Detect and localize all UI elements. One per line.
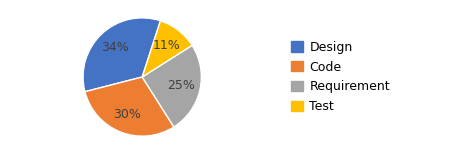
Text: 34%: 34% bbox=[101, 41, 128, 54]
Legend: Design, Code, Requirement, Test: Design, Code, Requirement, Test bbox=[291, 41, 390, 113]
Text: 11%: 11% bbox=[153, 39, 181, 52]
Wedge shape bbox=[85, 77, 174, 136]
Text: 25%: 25% bbox=[167, 79, 195, 92]
Wedge shape bbox=[142, 21, 192, 77]
Wedge shape bbox=[142, 45, 201, 127]
Wedge shape bbox=[83, 18, 161, 92]
Text: 30%: 30% bbox=[113, 108, 141, 121]
